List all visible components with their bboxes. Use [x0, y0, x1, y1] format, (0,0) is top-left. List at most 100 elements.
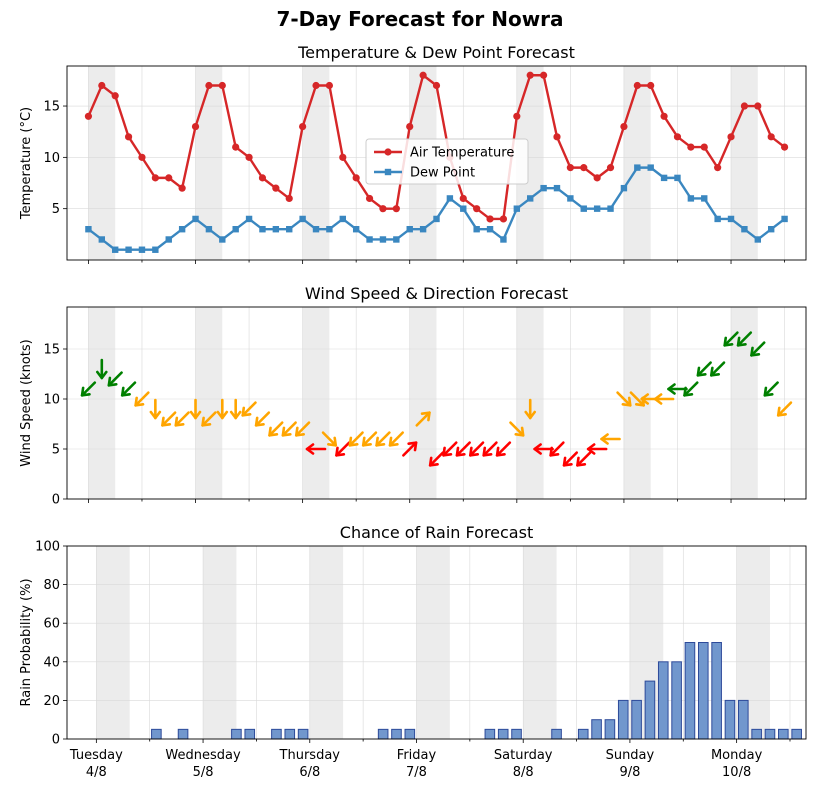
air-temperature-point: [459, 194, 467, 203]
wind-arrow-shaft: [750, 341, 766, 357]
dew-point-point: [714, 215, 721, 223]
air-temperature-point: [392, 205, 400, 213]
wind-arrow-head: [134, 396, 145, 407]
x-tick-label-day: Tuesday: [69, 748, 123, 763]
wind-arrow-head: [361, 436, 372, 447]
dew-point-point: [767, 226, 775, 233]
air-temperature-point: [419, 71, 427, 79]
air-temperature-point: [647, 81, 655, 90]
air-temperature-point: [245, 153, 253, 161]
wind-arrow-shaft: [482, 441, 498, 457]
x-tick-label-day: Friday: [397, 748, 437, 763]
wind-arrow-head: [80, 386, 91, 397]
air-temperature-point: [593, 174, 601, 182]
dew-point-point: [674, 174, 681, 182]
dew-point-point: [138, 246, 146, 253]
wind-arrow: [468, 441, 485, 457]
temperature-panel: 5 10 15 Temperature & Dew Point Forecast T…: [19, 43, 807, 264]
night-shading-band: [302, 307, 330, 499]
dew-point-point: [366, 236, 373, 243]
wind-arrow-shaft: [723, 331, 739, 347]
dew-point-point: [540, 184, 547, 192]
dew-point-point: [433, 215, 440, 223]
night-shading-band: [88, 66, 116, 260]
wind-arrow: [120, 381, 137, 397]
wind-arrow-head: [482, 446, 493, 457]
air-temperature-point: [258, 174, 267, 182]
temperature-legend: Air Temperature Dew Point: [365, 138, 529, 185]
wind-arrow: [653, 393, 675, 405]
dew-point-point: [446, 195, 454, 202]
rain-probability-bar: [617, 699, 629, 740]
night-shading-band: [409, 307, 437, 499]
wind-arrow-head: [696, 366, 707, 377]
night-shading-band: [195, 307, 223, 499]
dew-point-point: [286, 226, 293, 233]
wind-arrow-head: [621, 396, 632, 407]
y-tick-label: 5: [52, 202, 60, 217]
wind-arrow-head: [229, 410, 242, 420]
wind-arrow: [696, 361, 712, 377]
figure-title: 7-Day Forecast for Nowra: [276, 7, 563, 31]
wind-arrow: [428, 451, 445, 467]
x-tick-label-date: 10/8: [722, 765, 751, 780]
wind-arrow-head: [533, 443, 542, 455]
wind-arrow: [268, 421, 284, 437]
air-temperature-point: [580, 164, 588, 172]
dew-point-point: [620, 184, 628, 192]
dew-point-point: [607, 205, 614, 212]
air-temperature-point: [473, 205, 481, 213]
dew-point-point: [379, 236, 387, 243]
rain-probability-bar: [711, 642, 722, 740]
air-temperature-point: [633, 81, 641, 90]
wind-arrow-head: [455, 446, 466, 457]
air-temperature-point: [124, 133, 133, 141]
wind-arrow: [361, 431, 378, 447]
wind-arrow-shaft: [134, 391, 150, 407]
air-temperature-point: [218, 81, 226, 90]
y-tick-label: 0: [52, 733, 60, 748]
wind-arrow-head: [763, 386, 774, 397]
temperature-plot-frame: [66, 65, 807, 261]
wind-arrow: [667, 383, 688, 395]
legend-swatch-marker: [384, 148, 392, 156]
wind-arrow-shaft: [402, 441, 418, 457]
air-temperature-point: [740, 102, 749, 110]
x-tick-label-day: Wednesday: [165, 748, 241, 763]
dew-point-point: [634, 164, 641, 171]
y-tick-label: 10: [43, 393, 60, 408]
air-temperature-point: [191, 122, 200, 131]
dew-point-point: [419, 226, 427, 233]
wind-arrow-head: [201, 416, 212, 427]
wind-arrow-shaft: [107, 371, 123, 387]
night-shading-band: [96, 546, 130, 739]
wind-arrow-shaft: [683, 381, 699, 397]
wind-arrow: [524, 398, 537, 420]
rain-probability-bar: [177, 728, 189, 740]
dew-point-point: [660, 174, 668, 182]
y-tick-label: 0: [52, 493, 60, 508]
air-temperature-point: [767, 133, 775, 141]
wind-arrow: [586, 443, 608, 455]
y-tick-label: 15: [43, 343, 60, 358]
rain-probability-bar: [391, 728, 402, 740]
wind-arrow-head: [327, 436, 338, 447]
wind-arrow-shaft: [388, 431, 405, 447]
legend-box: [365, 138, 529, 185]
wind-arrow-shaft: [361, 431, 378, 447]
rain-probability-bar: [591, 719, 602, 740]
rain-probability-bar: [577, 728, 589, 740]
wind-arrow-head: [562, 456, 573, 467]
wind-arrow-head: [428, 456, 439, 467]
dew-point-point: [406, 226, 413, 233]
legend-entry-label: Air Temperature: [410, 146, 514, 161]
dew-point-point: [312, 226, 320, 233]
rain-probability-bar: [231, 728, 242, 740]
wind-arrow-head: [254, 416, 265, 427]
wind-arrow-shaft: [321, 431, 338, 447]
wind-arrow-shaft: [616, 391, 632, 407]
rain-probability-bar: [511, 728, 522, 740]
dew-point-point: [259, 226, 266, 233]
wind-arrow: [348, 431, 364, 447]
dew-point-point: [687, 195, 695, 202]
